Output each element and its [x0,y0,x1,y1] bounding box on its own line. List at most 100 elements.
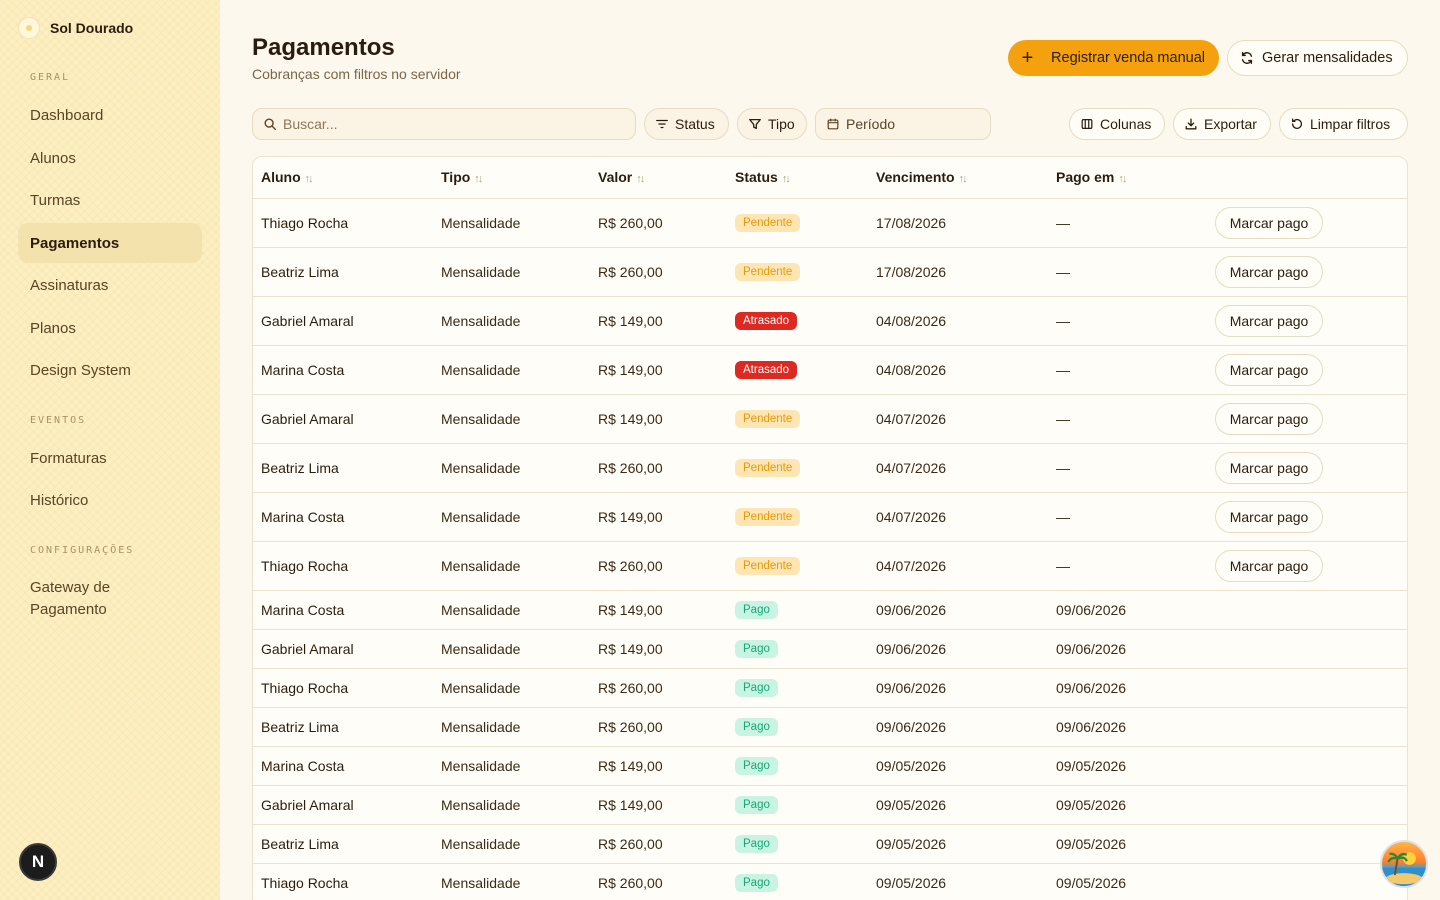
cell-valor: R$ 260,00 [590,541,727,591]
cell-tipo: Mensalidade [433,198,590,248]
cell-vencimento: 09/05/2026 [868,824,1048,864]
mark-paid-button[interactable]: Marcar pago [1215,500,1323,533]
sidebar-item-alunos[interactable]: Alunos [30,149,76,167]
col-header-tipo[interactable]: Tipo ↑↓ [433,157,590,199]
cell-tipo: Mensalidade [433,296,590,346]
sort-icon: ↑↓ [1118,173,1127,186]
cell-vencimento: 09/05/2026 [868,785,1048,825]
sidebar-item-design-system[interactable]: Design System [30,361,131,379]
table-row[interactable]: Gabriel Amaral Mensalidade R$ 149,00 Atrasa… [253,296,1407,346]
generate-fees-button[interactable]: Gerar mensalidades [1227,40,1408,76]
col-header-vencimento[interactable]: Vencimento ↑↓ [868,157,1048,199]
clear-filters-label: Limpar filtros [1310,116,1391,132]
refresh-icon [1241,52,1253,64]
cell-actions: Marcar pago [1207,492,1407,542]
cell-actions: Marcar pago [1207,443,1407,493]
cell-status: Atrasado [727,345,868,395]
export-button[interactable]: Exportar [1173,108,1271,140]
cell-vencimento: 17/08/2026 [868,247,1048,297]
status-filter[interactable]: Status [644,108,729,140]
mark-paid-button[interactable]: Marcar pago [1215,353,1323,386]
table-row[interactable]: Gabriel Amaral Mensalidade R$ 149,00 Penden… [253,394,1407,444]
table-row[interactable]: Marina Costa Mensalidade R$ 149,00 Pago 09/0… [253,746,1407,786]
status-badge: Pago [735,679,778,697]
status-badge: Pago [735,718,778,736]
register-sale-button[interactable]: + Registrar venda manual [1008,40,1219,76]
cell-tipo: Mensalidade [433,824,590,864]
table-row[interactable]: Thiago Rocha Mensalidade R$ 260,00 Pendente… [253,198,1407,248]
cell-vencimento: 09/05/2026 [868,863,1048,900]
cell-status: Pendente [727,247,868,297]
col-header-actions [1207,157,1407,199]
cell-valor: R$ 149,00 [590,345,727,395]
cell-status: Pago [727,590,868,630]
status-badge: Pendente [735,263,801,281]
brand[interactable]: Sol Dourado [18,17,133,39]
table-row[interactable]: Thiago Rocha Mensalidade R$ 260,00 Pago 09/0… [253,863,1407,900]
columns-button[interactable]: Colunas [1069,108,1165,140]
clear-filters-button[interactable]: Limpar filtros [1279,108,1408,140]
funnel-icon [749,118,761,130]
sidebar-item-pagamentos[interactable]: Pagamentos [18,223,202,263]
table-row[interactable]: Thiago Rocha Mensalidade R$ 260,00 Pago 09/0… [253,668,1407,708]
status-badge: Pendente [735,508,801,526]
mark-paid-button[interactable]: Marcar pago [1215,451,1323,484]
cell-actions [1207,824,1407,864]
mark-paid-button[interactable]: Marcar pago [1215,402,1323,435]
col-header-pago-em[interactable]: Pago em ↑↓ [1048,157,1207,199]
table-row[interactable]: Marina Costa Mensalidade R$ 149,00 Pago 09/0… [253,590,1407,630]
cell-tipo: Mensalidade [433,590,590,630]
cell-actions: Marcar pago [1207,345,1407,395]
user-badge[interactable]: N [19,843,57,881]
sidebar-item-turmas[interactable]: Turmas [30,191,81,209]
col-header-aluno[interactable]: Aluno ↑↓ [253,157,433,199]
cell-pago-em: — [1048,492,1207,542]
table-row[interactable]: Beatriz Lima Mensalidade R$ 260,00 Pago 09/0… [253,707,1407,747]
cell-actions [1207,629,1407,669]
table-row[interactable]: Beatriz Lima Mensalidade R$ 260,00 Pendente… [253,443,1407,493]
sidebar-item-gateway[interactable]: Gateway de Pagamento [30,579,111,618]
status-badge: Atrasado [735,312,798,330]
sidebar-item-assinaturas[interactable]: Assinaturas [30,276,109,294]
columns-label: Colunas [1100,116,1152,132]
sidebar-item-formaturas[interactable]: Formaturas [30,449,107,467]
sort-icon: ↑↓ [304,173,314,186]
cell-actions [1207,668,1407,708]
sidebar-item-dashboard[interactable]: Dashboard [30,106,104,124]
main-content: Pagamentos Cobranças com filtros no serv… [220,0,1440,900]
cell-aluno: Marina Costa [253,590,433,630]
table-row[interactable]: Thiago Rocha Mensalidade R$ 260,00 Pendente… [253,541,1407,591]
cell-pago-em: 09/06/2026 [1048,629,1207,669]
mark-paid-button[interactable]: Marcar pago [1215,206,1323,239]
sidebar-item-historico[interactable]: Histórico [30,491,89,509]
status-badge: Pendente [735,459,801,477]
table-row[interactable]: Gabriel Amaral Mensalidade R$ 149,00 Pago 09… [253,785,1407,825]
cell-valor: R$ 149,00 [590,629,727,669]
cell-actions: Marcar pago [1207,296,1407,346]
cell-pago-em: 09/06/2026 [1048,590,1207,630]
mark-paid-button[interactable]: Marcar pago [1215,549,1323,582]
col-label: Valor [598,169,633,186]
cell-status: Pendente [727,443,868,493]
generate-fees-label: Gerar mensalidades [1262,50,1393,66]
mark-paid-button[interactable]: Marcar pago [1215,304,1323,337]
sidebar-item-planos[interactable]: Planos [30,319,76,337]
avatar[interactable] [1380,840,1428,888]
table-row[interactable]: Beatriz Lima Mensalidade R$ 260,00 Pendente… [253,247,1407,297]
col-header-valor[interactable]: Valor ↑↓ [590,157,727,199]
table-row[interactable]: Marina Costa Mensalidade R$ 149,00 Atrasado… [253,345,1407,395]
table-row[interactable]: Beatriz Lima Mensalidade R$ 260,00 Pago 09/0… [253,824,1407,864]
export-label: Exportar [1204,116,1257,132]
status-badge: Atrasado [735,361,798,379]
cell-pago-em: 09/05/2026 [1048,824,1207,864]
period-filter[interactable]: Período [815,108,991,140]
cell-aluno: Beatriz Lima [253,824,433,864]
table-row[interactable]: Gabriel Amaral Mensalidade R$ 149,00 Pago 09… [253,629,1407,669]
table-row[interactable]: Marina Costa Mensalidade R$ 149,00 Pendente… [253,492,1407,542]
cell-tipo: Mensalidade [433,668,590,708]
tipo-filter[interactable]: Tipo [737,108,807,140]
search-box[interactable] [252,108,636,140]
mark-paid-button[interactable]: Marcar pago [1215,255,1323,288]
col-header-status[interactable]: Status ↑↓ [727,157,868,199]
search-input[interactable] [283,116,613,132]
